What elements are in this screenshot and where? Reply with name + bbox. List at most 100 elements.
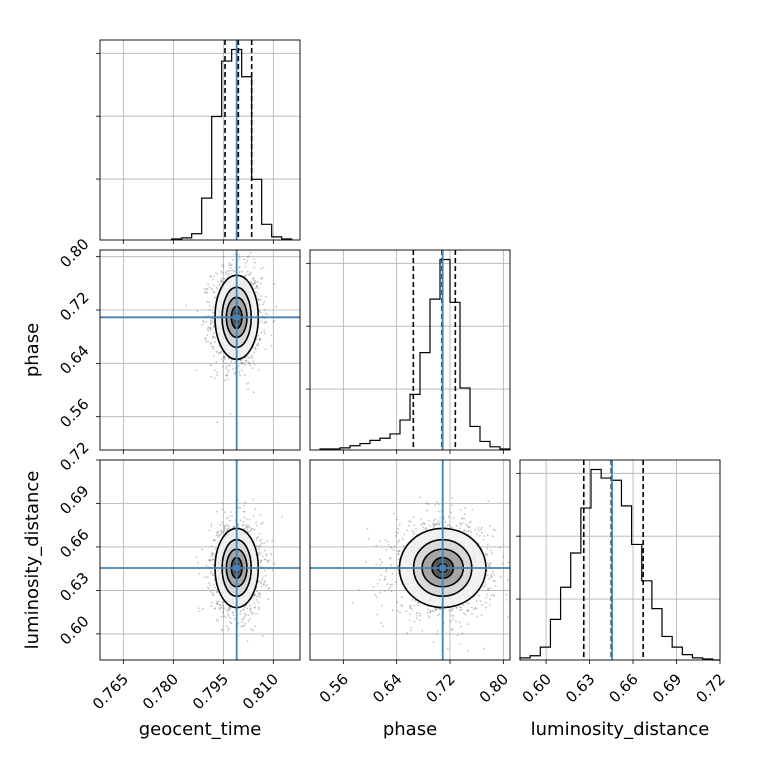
2d-geocent-time-vs-phase-point (229, 269, 232, 272)
2d-geocent-time-vs-phase-point (252, 278, 255, 281)
2d-geocent-time-vs-luminosity-distance-point (244, 501, 247, 504)
2d-geocent-time-vs-phase-point (221, 272, 224, 274)
2d-phase-vs-luminosity-distance-point (396, 518, 398, 521)
2d-phase-vs-luminosity-distance-point (452, 615, 455, 617)
2d-geocent-time-vs-phase-point (258, 303, 261, 306)
2d-phase-vs-luminosity-distance-point (408, 520, 411, 522)
2d-geocent-time-vs-luminosity-distance-point (239, 612, 242, 615)
2d-geocent-time-vs-phase-point (221, 264, 223, 267)
2d-phase-vs-luminosity-distance-point (351, 601, 354, 604)
2d-geocent-time-vs-phase-point (212, 332, 215, 335)
2d-phase-vs-luminosity-distance-point (451, 504, 453, 507)
2d-phase-vs-luminosity-distance-point (432, 519, 435, 522)
2d-geocent-time-vs-luminosity-distance-point (264, 558, 266, 561)
2d-geocent-time-vs-luminosity-distance-point (229, 607, 232, 610)
2d-phase-vs-luminosity-distance-point (458, 621, 461, 624)
2d-phase-vs-luminosity-distance-point (467, 526, 470, 529)
2d-geocent-time-vs-phase-point (209, 326, 212, 329)
2d-phase-vs-luminosity-distance-point (461, 632, 464, 635)
2d-phase-vs-luminosity-distance-point (416, 615, 419, 617)
2d-geocent-time-vs-phase-point (252, 391, 255, 394)
2d-geocent-time-vs-phase-point (265, 295, 267, 298)
2d-geocent-time-vs-phase-point (266, 314, 269, 316)
2d-geocent-time-vs-luminosity-distance-point (228, 615, 230, 617)
2d-phase-vs-luminosity-distance-point (410, 626, 412, 629)
2d-geocent-time-vs-luminosity-distance-point (264, 569, 267, 572)
2d-phase-vs-luminosity-distance-point (450, 620, 452, 623)
2d-phase-vs-luminosity-distance-point (394, 581, 397, 584)
2d-phase-vs-luminosity-distance-point (384, 578, 386, 581)
2d-phase-vs-luminosity-distance-point (461, 517, 464, 520)
2d-phase-vs-luminosity-distance-point (463, 530, 465, 533)
2d-phase-vs-luminosity-distance-point (387, 543, 390, 546)
2d-geocent-time-vs-luminosity-distance-point (225, 517, 228, 520)
2d-phase-vs-luminosity-distance-point (475, 600, 478, 602)
2d-geocent-time-vs-luminosity-distance-point (265, 553, 268, 556)
2d-geocent-time-vs-phase-point (210, 329, 213, 331)
2d-geocent-time-vs-luminosity-distance-point (224, 525, 227, 527)
xtick-label-phase-3: 0.80 (476, 670, 512, 706)
2d-phase-vs-luminosity-distance-point (416, 604, 419, 607)
2d-geocent-time-vs-phase-point (220, 279, 222, 281)
2d-geocent-time-vs-phase-point (210, 341, 212, 344)
2d-phase-vs-luminosity-distance-point (493, 595, 495, 597)
2d-phase-vs-luminosity-distance-point (489, 603, 491, 606)
2d-phase-vs-luminosity-distance-point (379, 564, 382, 566)
2d-phase-vs-luminosity-distance-point (499, 576, 502, 578)
2d-geocent-time-vs-luminosity-distance-point (258, 593, 260, 596)
2d-geocent-time-vs-phase-point (247, 256, 249, 258)
2d-phase-vs-luminosity-distance-point (384, 539, 387, 542)
2d-phase-vs-luminosity-distance-point (375, 544, 378, 547)
2d-geocent-time-vs-luminosity-distance-point (221, 600, 224, 603)
2d-phase-vs-luminosity-distance-point (455, 524, 458, 527)
2d-geocent-time-vs-phase-point (259, 338, 262, 341)
2d-phase-vs-luminosity-distance-point (429, 610, 432, 613)
2d-phase-vs-luminosity-distance-point (398, 539, 401, 542)
2d-phase-vs-luminosity-distance-point (478, 529, 480, 532)
2d-geocent-time-vs-phase-point (219, 351, 222, 354)
2d-geocent-time-vs-luminosity-distance-point (257, 545, 260, 548)
2d-phase-vs-luminosity-distance-point (395, 535, 397, 537)
2d-phase-vs-luminosity-distance-point (484, 606, 487, 609)
2d-phase-vs-luminosity-distance-point (364, 561, 367, 563)
2d-geocent-time-vs-luminosity-distance-point (253, 602, 256, 605)
2d-geocent-time-vs-phase-point (212, 306, 215, 309)
2d-phase-vs-luminosity-distance-point (429, 610, 432, 612)
2d-geocent-time-vs-luminosity-distance-point (254, 625, 256, 627)
2d-phase-vs-luminosity-distance-point (493, 579, 496, 582)
ytick-label-phase-1: 0.64 (56, 342, 92, 378)
2d-geocent-time-vs-phase-point (249, 251, 252, 254)
2d-geocent-time-vs-phase-point (246, 259, 249, 262)
2d-phase-vs-luminosity-distance-point (419, 496, 422, 499)
2d-geocent-time-vs-phase-point (204, 337, 207, 339)
2d-phase-vs-luminosity-distance-point (485, 596, 488, 599)
2d-geocent-time-vs-luminosity-distance-point (220, 530, 223, 533)
2d-phase-vs-luminosity-distance-point (490, 576, 493, 579)
2d-geocent-time-vs-phase-point (204, 338, 207, 340)
2d-geocent-time-vs-luminosity-distance-point (243, 609, 245, 611)
2d-geocent-time-vs-luminosity-distance-point (260, 582, 262, 585)
2d-geocent-time-vs-luminosity-distance-point (237, 506, 240, 509)
y-axis-label-luminosity-distance: luminosity_distance (22, 471, 43, 650)
xtick-label-phase-1: 0.64 (369, 670, 405, 706)
2d-geocent-time-vs-luminosity-distance-point (267, 587, 270, 590)
2d-geocent-time-vs-phase-point (207, 330, 210, 332)
2d-geocent-time-vs-phase-point (237, 365, 240, 367)
2d-geocent-time-vs-luminosity-distance-point (255, 521, 257, 524)
2d-geocent-time-vs-luminosity-distance-point (258, 591, 261, 594)
2d-geocent-time-vs-phase-point (240, 359, 243, 361)
2d-phase-vs-luminosity-distance-point (484, 584, 487, 587)
2d-geocent-time-vs-phase-point (196, 310, 199, 313)
2d-phase-vs-luminosity-distance-point (434, 523, 437, 525)
2d-phase-vs-luminosity-distance-point (437, 614, 439, 617)
2d-geocent-time-vs-phase-content (100, 250, 300, 450)
2d-geocent-time-vs-phase-point (216, 374, 219, 377)
2d-geocent-time-vs-phase-point (246, 355, 248, 358)
2d-geocent-time-vs-luminosity-distance-point (254, 606, 257, 608)
2d-phase-vs-luminosity-distance-point (409, 629, 412, 632)
2d-phase-vs-luminosity-distance-point (400, 596, 403, 599)
2d-geocent-time-vs-luminosity-distance-point (255, 545, 258, 547)
2d-geocent-time-vs-luminosity-distance-content (100, 460, 300, 660)
2d-phase-vs-luminosity-distance-point (391, 572, 394, 575)
2d-phase-vs-luminosity-distance-point (486, 554, 489, 556)
